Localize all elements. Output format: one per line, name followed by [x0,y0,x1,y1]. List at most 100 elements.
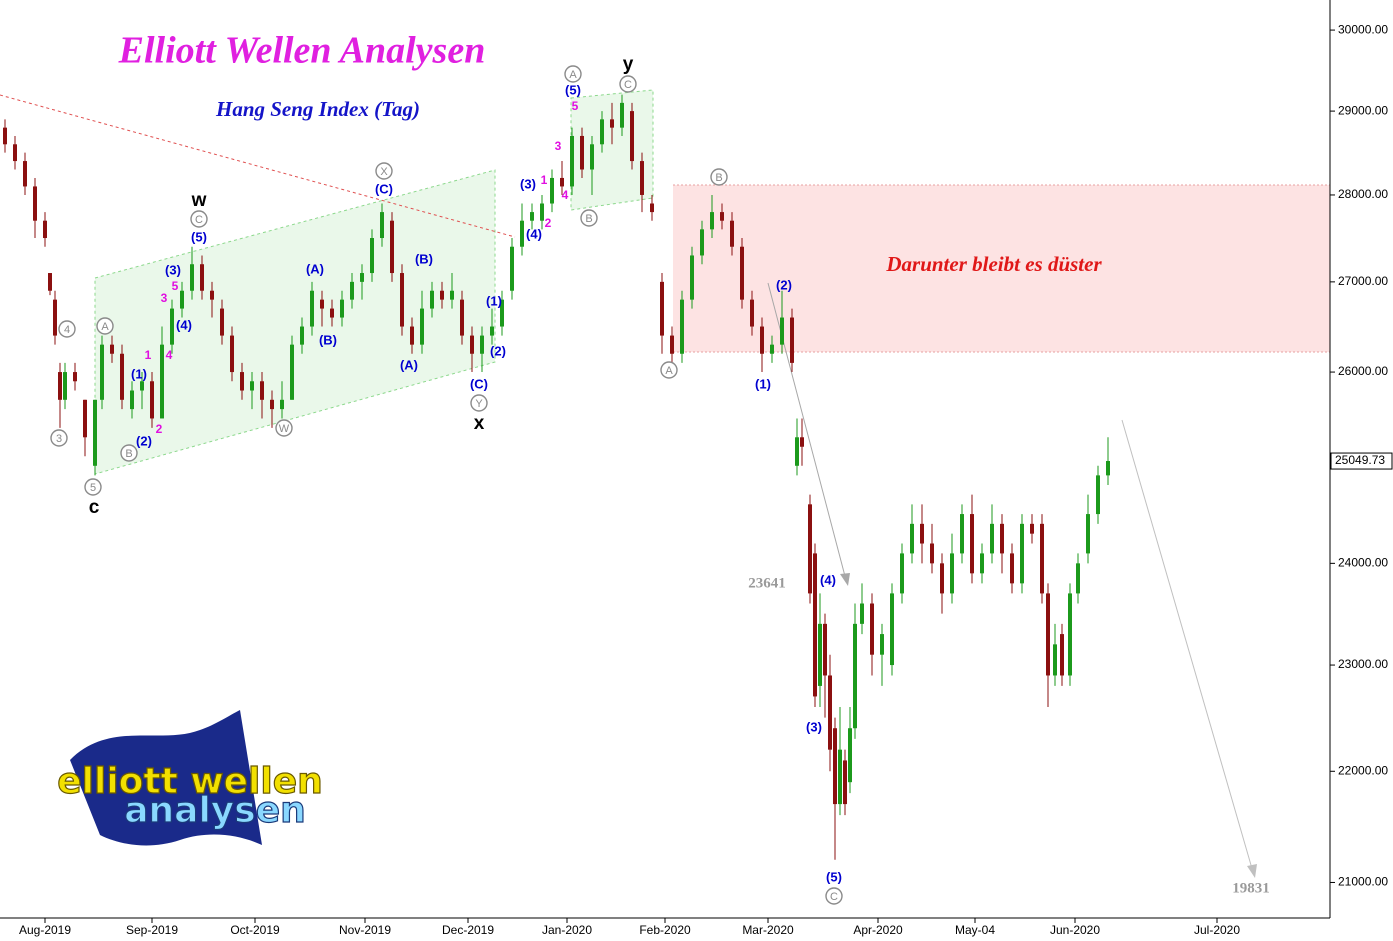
wave-label: 1 [145,348,152,362]
x-tick-label: Jun-2020 [1050,923,1100,937]
candle-body [880,634,884,655]
candle-body [63,372,67,400]
candle-body [210,290,214,300]
candle-body [610,119,614,128]
wave-label: (2) [490,343,506,358]
y-tick-label: 22000.00 [1338,763,1388,777]
candle-body [460,299,464,336]
candle-body [620,102,624,128]
candle-body [580,135,584,170]
x-tick-label: Apr-2020 [853,923,903,937]
candle-body [640,161,644,195]
wave-label: (3) [165,262,181,277]
y-tick-label: 21000.00 [1338,875,1388,889]
candle-body [260,381,264,400]
candle-body [3,127,7,145]
candle-body [290,344,294,400]
wave-label: (A) [400,357,418,372]
candle-body [1068,593,1072,676]
candle-body [800,437,804,447]
wave-label: C [195,214,203,226]
candle-body [1086,514,1090,554]
candle-body [940,563,944,594]
candle-body [630,111,634,162]
wave-circle [84,478,102,496]
wave-label: Y [475,398,483,410]
wave-label: 1 [541,173,548,187]
wave-label: A [665,365,673,377]
wave-circle [58,320,76,338]
price-target: 19831 [1232,880,1270,896]
degree-label: c [89,497,100,518]
candle-body [1076,563,1080,594]
candle-body [650,203,654,213]
wave-circle [375,162,393,180]
candle-body [53,299,57,336]
candle-body [1060,634,1064,676]
candle-body [853,623,857,729]
wave-label: 5 [572,99,579,113]
candle-body [280,399,284,410]
candle-body [570,135,574,187]
y-tick-label: 28000.00 [1338,187,1388,201]
wave-label: (3) [806,719,822,734]
candle-body [740,246,744,300]
candle-body [660,281,664,336]
candle-body [920,523,924,544]
candle-body [450,290,454,300]
candle-body [780,317,784,345]
candle-body [160,344,164,419]
wave-circle [275,419,293,437]
candle-body [808,504,812,594]
wave-label: (1) [755,376,771,391]
y-tick-label: 30000.00 [1338,22,1388,36]
candle-body [310,290,314,327]
wave-label: (4) [820,572,836,587]
x-tick-label: Aug-2019 [19,923,71,937]
x-tick-label: Sep-2019 [126,923,178,937]
y-tick-label: 24000.00 [1338,556,1388,570]
logo: elliott wellen analysen [57,710,323,846]
chart-subtitle: Hang Seng Index (Tag) [215,97,420,121]
candle-body [750,299,754,327]
candle-body [970,514,974,574]
wave-circle [710,168,728,186]
candle-body [550,177,554,204]
price-target: 23641 [748,575,786,591]
wave-label: 5 [90,482,96,494]
wave-label: (1) [131,366,147,381]
wave-label: B [585,213,592,225]
candle-body [823,623,827,676]
candle-body [110,344,114,354]
axis-labels: 21000.0022000.0023000.0024000.0025000.00… [19,22,1393,937]
wave-label: C [830,891,838,903]
wave-label: 3 [555,139,562,153]
candle-body [120,353,124,400]
candle-body [83,399,87,438]
candle-body [860,603,864,624]
candle-body [1010,553,1014,584]
candle-body [790,317,794,363]
candle-body [13,144,17,162]
wave-circle [580,209,598,227]
wave-label: 5 [172,279,179,293]
candle-body [848,728,852,783]
wave-circle [619,75,637,93]
candle-body [220,308,224,336]
candle-body [48,273,52,291]
candle-body [200,264,204,291]
candle-body [690,255,694,300]
candle-body [710,212,714,230]
candle-body [480,335,484,354]
candle-body [1096,475,1100,515]
last-price-box [1330,452,1393,470]
candle-body [600,119,604,145]
arrow-head [840,573,850,586]
candle-body [680,299,684,354]
candle-body [1000,523,1004,554]
candle-body [760,326,764,354]
candle-body [390,220,394,274]
candle-body [340,299,344,318]
candle-body [838,749,842,805]
